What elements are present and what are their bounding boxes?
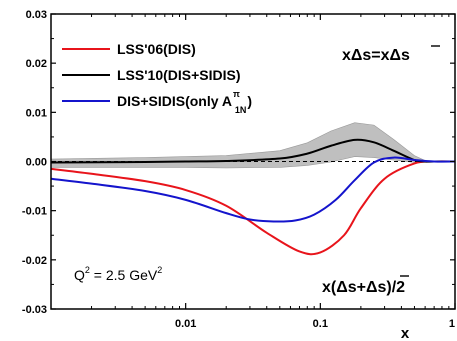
annotation-top-right-text: xΔs=xΔs (342, 47, 410, 64)
legend-label-lss06: LSS'06(DIS) (117, 41, 196, 57)
legend-label-sidis-sub: 1N (235, 105, 247, 115)
legend-label-sidis-sup: π (233, 89, 240, 99)
x-tick-label-2: 1 (449, 318, 455, 330)
legend-label-sidis-close: ) (247, 93, 252, 109)
band-layer (50, 122, 455, 169)
annotation-top-right: xΔs=xΔs (342, 45, 440, 64)
legend-label-lss10: LSS'10(DIS+SIDIS) (117, 67, 241, 83)
annotation-bottom-right: x(Δs+Δs)/2 (322, 275, 409, 296)
x-tick-label-1: 0.1 (313, 318, 328, 330)
legend-label-sidis: DIS+SIDIS(only Aπ 1N) (117, 89, 252, 115)
annotation-q2: Q2 = 2.5 GeV2 (74, 265, 162, 283)
legend: LSS'06(DIS) LSS'10(DIS+SIDIS) DIS+SIDIS(… (62, 41, 252, 115)
annotation-bottom-right-text: x(Δs+Δs)/2 (322, 279, 405, 296)
axes-layer (50, 13, 456, 310)
y-tick-label-0: 0.03 (26, 9, 47, 21)
y-tick-label-4: -0.01 (22, 206, 47, 218)
y-tick-label-1: 0.02 (26, 58, 47, 70)
x-axis-title: x (401, 325, 410, 341)
y-tick-label-3: 0.00 (26, 157, 47, 169)
x-tick-label-0: 0.01 (175, 318, 196, 330)
y-tick-label-5: -0.02 (22, 255, 47, 267)
y-tick-label-2: 0.01 (26, 107, 47, 119)
series-line-0 (50, 160, 456, 256)
series-layer (50, 138, 456, 256)
y-tick-label-6: -0.03 (22, 304, 47, 316)
series-line-2 (50, 156, 456, 223)
tick-label-layer: 0.03 0.02 0.01 0.00 -0.01 -0.02 -0.03 0.01 0.1 1 (22, 9, 455, 330)
legend-label-sidis-main: DIS+SIDIS(only A (117, 93, 232, 109)
annotation-sbar-top: s (401, 47, 410, 64)
